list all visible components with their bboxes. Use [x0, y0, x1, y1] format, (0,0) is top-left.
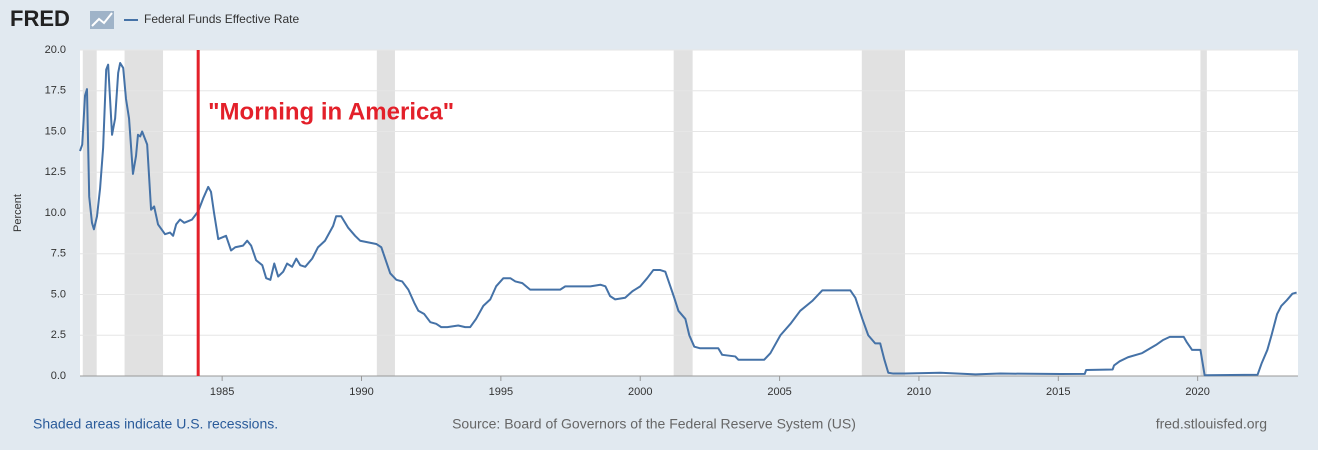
- x-tick-label: 1990: [349, 386, 373, 398]
- x-tick-label: 1995: [489, 386, 513, 398]
- y-tick-label: 7.5: [51, 248, 66, 260]
- legend-label: Federal Funds Effective Rate: [144, 12, 300, 26]
- data-line: [79, 62, 1297, 377]
- y-tick-label: 17.5: [45, 85, 66, 97]
- y-tick-label: 12.5: [45, 166, 66, 178]
- y-tick-label: 5.0: [51, 288, 66, 300]
- footer-note: Shaded areas indicate U.S. recessions.: [33, 416, 278, 432]
- footer-source: Source: Board of Governors of the Federa…: [452, 416, 856, 432]
- x-tick-label: 2005: [767, 386, 791, 398]
- y-tick-label: 15.0: [45, 125, 66, 137]
- annotation-text: "Morning in America": [208, 98, 454, 125]
- x-tick-label: 2000: [628, 386, 652, 398]
- y-tick-label: 2.5: [51, 329, 66, 341]
- logo-icon: [90, 11, 114, 29]
- y-axis-label: Percent: [12, 194, 24, 232]
- logo: FRED: [10, 6, 70, 31]
- y-tick-label: 20.0: [45, 44, 66, 56]
- y-tick-label: 10.0: [45, 207, 66, 219]
- x-tick-label: 2020: [1185, 386, 1209, 398]
- logo-icon-box: [90, 11, 114, 29]
- x-tick-label: 2010: [907, 386, 931, 398]
- logo-icon-line: [91, 12, 113, 27]
- x-tick-label: 1985: [210, 386, 234, 398]
- footer-url: fred.stlouisfed.org: [1156, 416, 1267, 432]
- x-tick-label: 2015: [1046, 386, 1070, 398]
- y-tick-label: 0.0: [51, 370, 66, 382]
